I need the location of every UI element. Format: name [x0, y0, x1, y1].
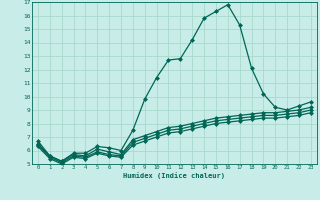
X-axis label: Humidex (Indice chaleur): Humidex (Indice chaleur) — [124, 172, 225, 179]
